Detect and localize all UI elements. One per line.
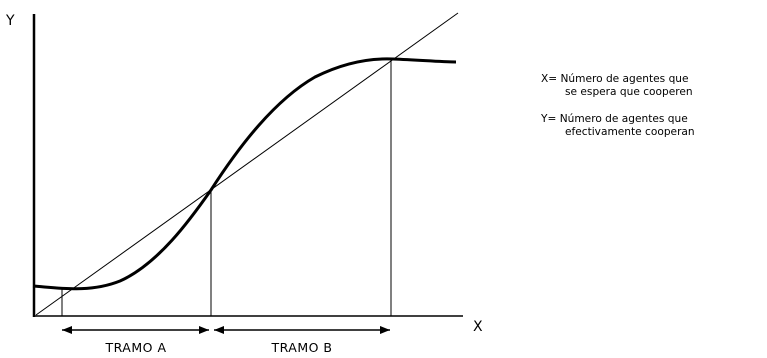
legend-entry-x: X= Número de agentes que se espera que c… xyxy=(541,73,765,99)
x-axis-label: X xyxy=(473,319,483,335)
range-b-label: TRAMO B xyxy=(270,340,332,355)
range-a-label: TRAMO A xyxy=(104,340,166,355)
range-a-arrow xyxy=(62,326,209,334)
y-axis-label: Y xyxy=(5,13,15,29)
response-curve xyxy=(32,57,457,291)
range-b-arrow xyxy=(214,326,390,334)
legend: X= Número de agentes que se espera que c… xyxy=(541,73,765,153)
diagonal-line xyxy=(35,12,459,316)
legend-y-line2: efectivamente cooperan xyxy=(565,126,695,138)
legend-y-line1: Y= Número de agentes que xyxy=(541,113,688,125)
legend-x-line2: se espera que cooperen xyxy=(565,86,693,98)
legend-entry-y: Y= Número de agentes que efectivamente c… xyxy=(541,113,765,139)
legend-x-line1: X= Número de agentes que xyxy=(541,73,689,85)
